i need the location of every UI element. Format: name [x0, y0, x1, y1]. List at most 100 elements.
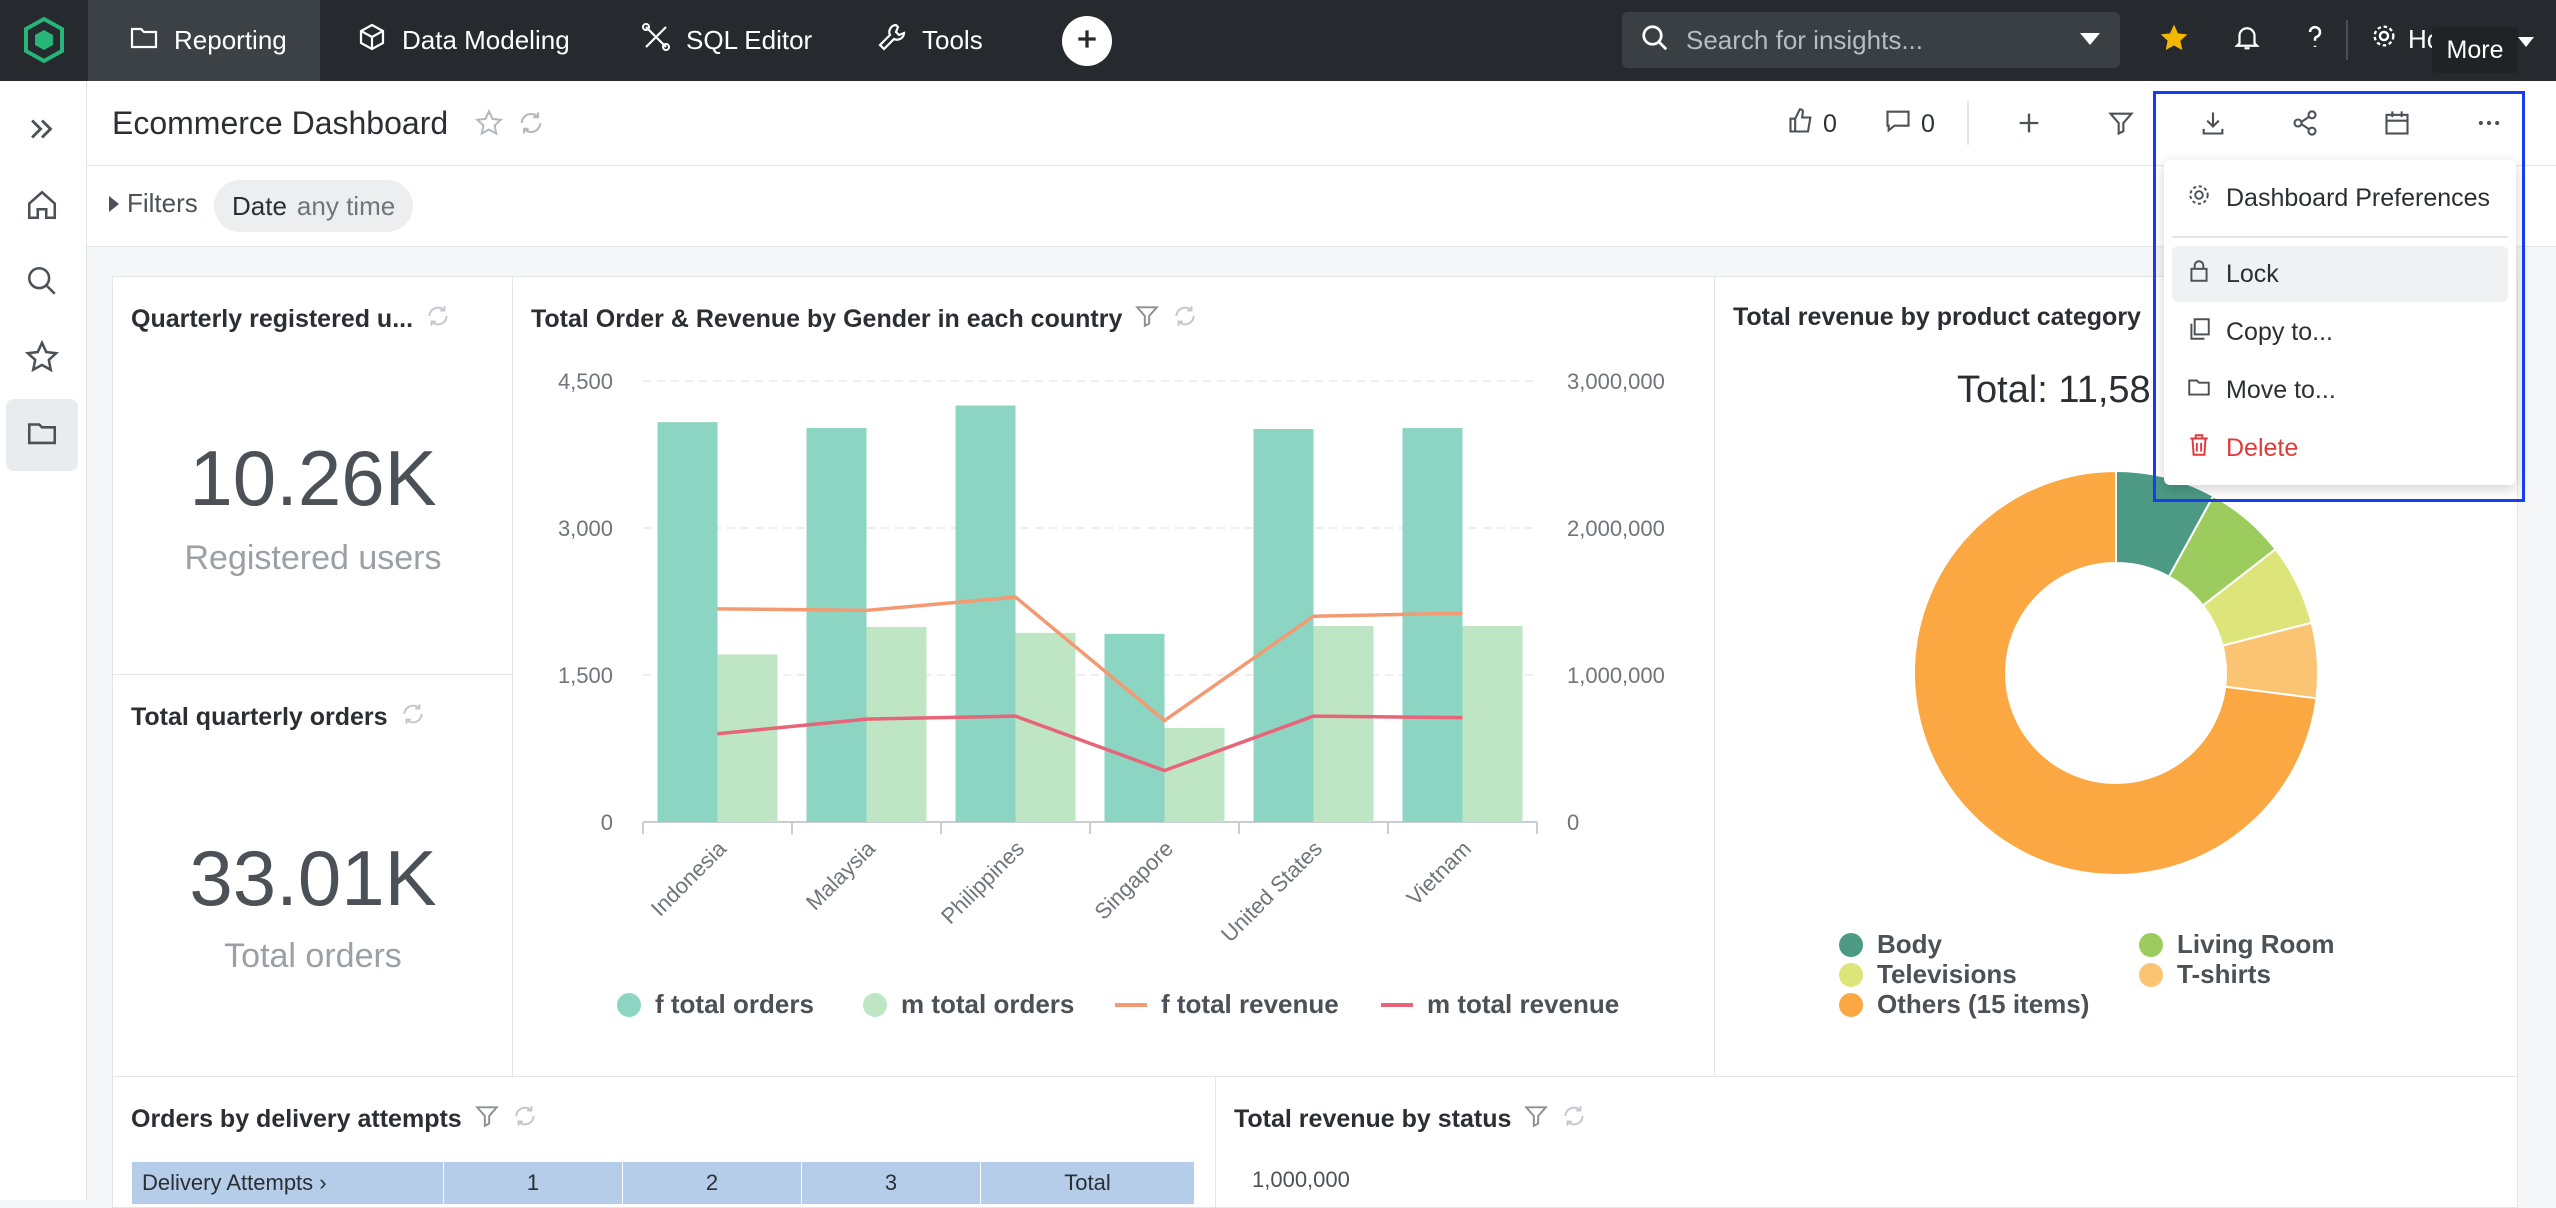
legend-f-total-orders[interactable]: f total orders [617, 989, 814, 1020]
legend-f-total-revenue[interactable]: f total revenue [1115, 989, 1339, 1020]
search-icon [25, 264, 59, 303]
table-header-cell[interactable]: 2 [622, 1161, 802, 1205]
sidebar-home[interactable] [6, 171, 78, 243]
chevron-down-icon[interactable] [2080, 32, 2100, 50]
nav-tools[interactable]: Tools [876, 0, 983, 81]
gear-icon [2172, 182, 2226, 215]
search-icon [1640, 23, 1670, 58]
menu-item-dashboard-preferences[interactable]: Dashboard Preferences [2172, 170, 2508, 226]
refresh-icon[interactable] [1172, 303, 1198, 336]
add-widget-button[interactable] [2015, 109, 2043, 142]
ellipsis-icon [2475, 120, 2503, 141]
nav-sql-editor[interactable]: SQL Editor [640, 0, 812, 81]
search-bar[interactable] [1622, 12, 2120, 68]
app-logo-icon[interactable] [22, 16, 66, 64]
refresh-icon[interactable] [517, 109, 545, 142]
table-header-cell[interactable]: Total [980, 1161, 1195, 1205]
legend-m-total-revenue[interactable]: m total revenue [1381, 989, 1619, 1020]
more-button[interactable] [2475, 109, 2503, 142]
refresh-icon[interactable] [512, 1103, 538, 1136]
folder-icon [25, 416, 59, 455]
add-new-button[interactable] [1062, 16, 1112, 66]
delivery-attempts-widget[interactable]: Orders by delivery attempts Delivery Att… [112, 1076, 1217, 1208]
legend-dot [617, 992, 641, 1017]
filters-toggle[interactable]: Filters [109, 188, 198, 219]
legend-t-shirts[interactable]: T-shirts [2139, 959, 2271, 990]
refresh-icon[interactable] [425, 303, 451, 336]
table-header-cell[interactable]: 1 [443, 1161, 623, 1205]
refresh-icon[interactable] [400, 701, 426, 734]
legend-others[interactable]: Others (15 items) [1839, 989, 2089, 1020]
filters-label: Filters [127, 188, 198, 218]
kpi-value: 10.26K [189, 434, 437, 522]
sidebar-favorites[interactable] [6, 323, 78, 395]
revenue-by-status-widget[interactable]: Total revenue by status 1,000,000 [1215, 1076, 2518, 1208]
date-filter-chip[interactable]: Date any time [214, 180, 414, 232]
legend-body[interactable]: Body [1839, 929, 1942, 960]
left-sidebar [0, 81, 87, 1200]
copy-icon [2172, 316, 2226, 349]
legend-dot [1839, 962, 1863, 987]
legend-televisions[interactable]: Televisions [1839, 959, 2017, 990]
table-header-cell[interactable]: 3 [801, 1161, 981, 1205]
sidebar-search[interactable] [6, 247, 78, 319]
settings-menu[interactable]: Ho [2370, 22, 2441, 57]
widget-title-text: Quarterly registered u... [131, 305, 414, 333]
bar-f-total-orders [1253, 429, 1314, 822]
total-orders-widget[interactable]: Total quarterly orders 33.01K Total orde… [112, 674, 514, 1078]
nav-data-modeling[interactable]: Data Modeling [356, 0, 570, 81]
chip-field: Date [232, 190, 287, 221]
x-axis-tick-label: Vietnam [1402, 836, 1476, 910]
home-icon [25, 188, 59, 227]
like-button[interactable]: 0 [1787, 107, 1837, 142]
legend-dot [2139, 962, 2163, 987]
menu-item-move-to[interactable]: Move to... [2172, 362, 2508, 418]
menu-item-label: Delete [2226, 433, 2299, 462]
refresh-icon[interactable] [1561, 1103, 1587, 1136]
comment-button[interactable]: 0 [1883, 107, 1935, 142]
nav-reporting[interactable]: Reporting [88, 0, 320, 81]
plus-icon [2015, 113, 2043, 141]
menu-item-lock[interactable]: Lock [2172, 246, 2508, 302]
widget-title-text: Orders by delivery attempts [131, 1105, 462, 1133]
calendar-icon [2383, 111, 2411, 141]
share-button[interactable] [2291, 109, 2319, 142]
menu-item-delete[interactable]: Delete [2172, 420, 2508, 476]
left-axis-tick-label: 0 [601, 810, 613, 835]
schedule-button[interactable] [2383, 109, 2411, 142]
legend-m-total-orders[interactable]: m total orders [863, 989, 1074, 1020]
bar-f-total-orders [806, 428, 867, 822]
menu-item-copy-to[interactable]: Copy to... [2172, 304, 2508, 360]
filter-icon[interactable] [1134, 303, 1160, 336]
help-icon[interactable] [2300, 22, 2330, 57]
selection-highlight-box [2153, 91, 2525, 502]
expand-sidebar-button[interactable] [6, 95, 78, 167]
bell-icon[interactable] [2232, 22, 2262, 57]
bar-f-total-orders [657, 422, 718, 822]
header-text: Delivery Attempts [142, 1170, 314, 1195]
star-icon[interactable] [474, 108, 504, 142]
bar-m-total-orders [1164, 727, 1225, 822]
sidebar-folders[interactable] [6, 399, 78, 471]
filter-settings-button[interactable] [2107, 109, 2135, 142]
donut-slice-others-15-items [1913, 469, 2318, 876]
filter-icon[interactable] [474, 1103, 500, 1136]
x-axis-tick-label: Indonesia [646, 835, 732, 921]
caret-down-icon[interactable] [2518, 34, 2534, 52]
export-button[interactable] [2199, 109, 2227, 142]
more-tooltip: More [2432, 27, 2518, 73]
line-f-total-revenue [717, 595, 1463, 723]
filter-icon[interactable] [1523, 1103, 1549, 1136]
legend-label: Televisions [1877, 959, 2017, 989]
favorite-star-icon[interactable] [2158, 22, 2190, 59]
registered-users-widget[interactable]: Quarterly registered u... 10.26K Registe… [112, 276, 514, 676]
menu-item-label: Copy to... [2226, 317, 2333, 346]
menu-divider [2172, 236, 2508, 238]
order-revenue-by-gender-widget[interactable]: Total Order & Revenue by Gender in each … [512, 276, 1716, 1078]
legend-living-room[interactable]: Living Room [2139, 929, 2334, 960]
legend-label: f total revenue [1161, 989, 1339, 1019]
table-header-delivery-attempts[interactable]: Delivery Attempts › [131, 1161, 444, 1205]
widget-title: Total quarterly orders [131, 701, 426, 734]
search-input[interactable] [1684, 23, 2048, 57]
cube-icon [356, 21, 388, 60]
